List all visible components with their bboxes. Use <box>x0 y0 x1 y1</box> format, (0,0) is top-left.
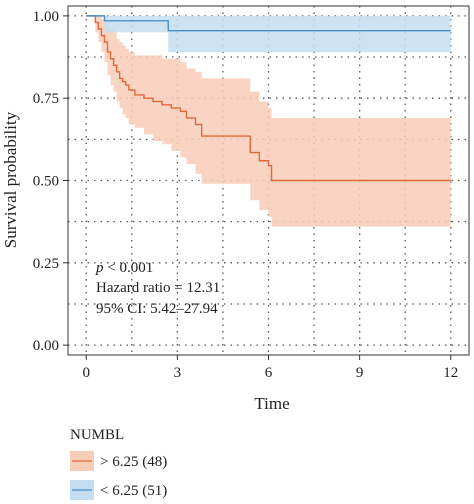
x-tick-label: 6 <box>265 365 273 381</box>
legend-label-high: > 6.25 (48) <box>100 454 167 470</box>
confidence-bands <box>86 15 451 227</box>
confidence-band-high <box>86 15 451 227</box>
legend-item-high: > 6.25 (48) <box>70 451 167 471</box>
hazard-ratio-text: Hazard ratio = 12.31 <box>96 280 220 296</box>
x-tick-label: 12 <box>443 365 458 381</box>
x-tick-label: 9 <box>356 365 364 381</box>
x-axis-title: Time <box>254 394 289 413</box>
legend-item-low: < 6.25 (51) <box>70 480 167 500</box>
x-tick-label: 0 <box>82 365 90 381</box>
y-tick-label: 0.00 <box>33 338 59 354</box>
legend: NUMBL > 6.25 (48) < 6.25 (51) <box>70 427 167 500</box>
x-tick-label: 3 <box>174 365 182 381</box>
survival-line-low <box>86 15 451 32</box>
survival-line-high <box>86 15 451 182</box>
statistics-annotation: p < 0.001 Hazard ratio = 12.31 95% CI: 5… <box>95 260 220 317</box>
x-axis: 0 3 6 9 12 <box>82 355 458 381</box>
y-axis-title: Survival probability <box>1 111 20 248</box>
y-tick-label: 0.50 <box>33 174 59 190</box>
p-value-text: p < 0.001 <box>95 260 153 276</box>
p-value-rest: < 0.001 <box>104 260 154 276</box>
y-tick-label: 1.00 <box>33 9 59 25</box>
legend-label-low: < 6.25 (51) <box>100 483 167 499</box>
y-tick-label: 0.25 <box>33 256 59 272</box>
y-tick-label: 0.75 <box>33 91 59 107</box>
y-axis: 0.00 0.25 0.50 0.75 1.00 <box>33 9 68 354</box>
confidence-band-low <box>86 15 451 53</box>
legend-title: NUMBL <box>70 427 124 443</box>
ci-text: 95% CI: 5.42–27.94 <box>96 301 218 317</box>
survival-curves <box>86 15 451 182</box>
p-value-symbol: p <box>95 260 104 276</box>
